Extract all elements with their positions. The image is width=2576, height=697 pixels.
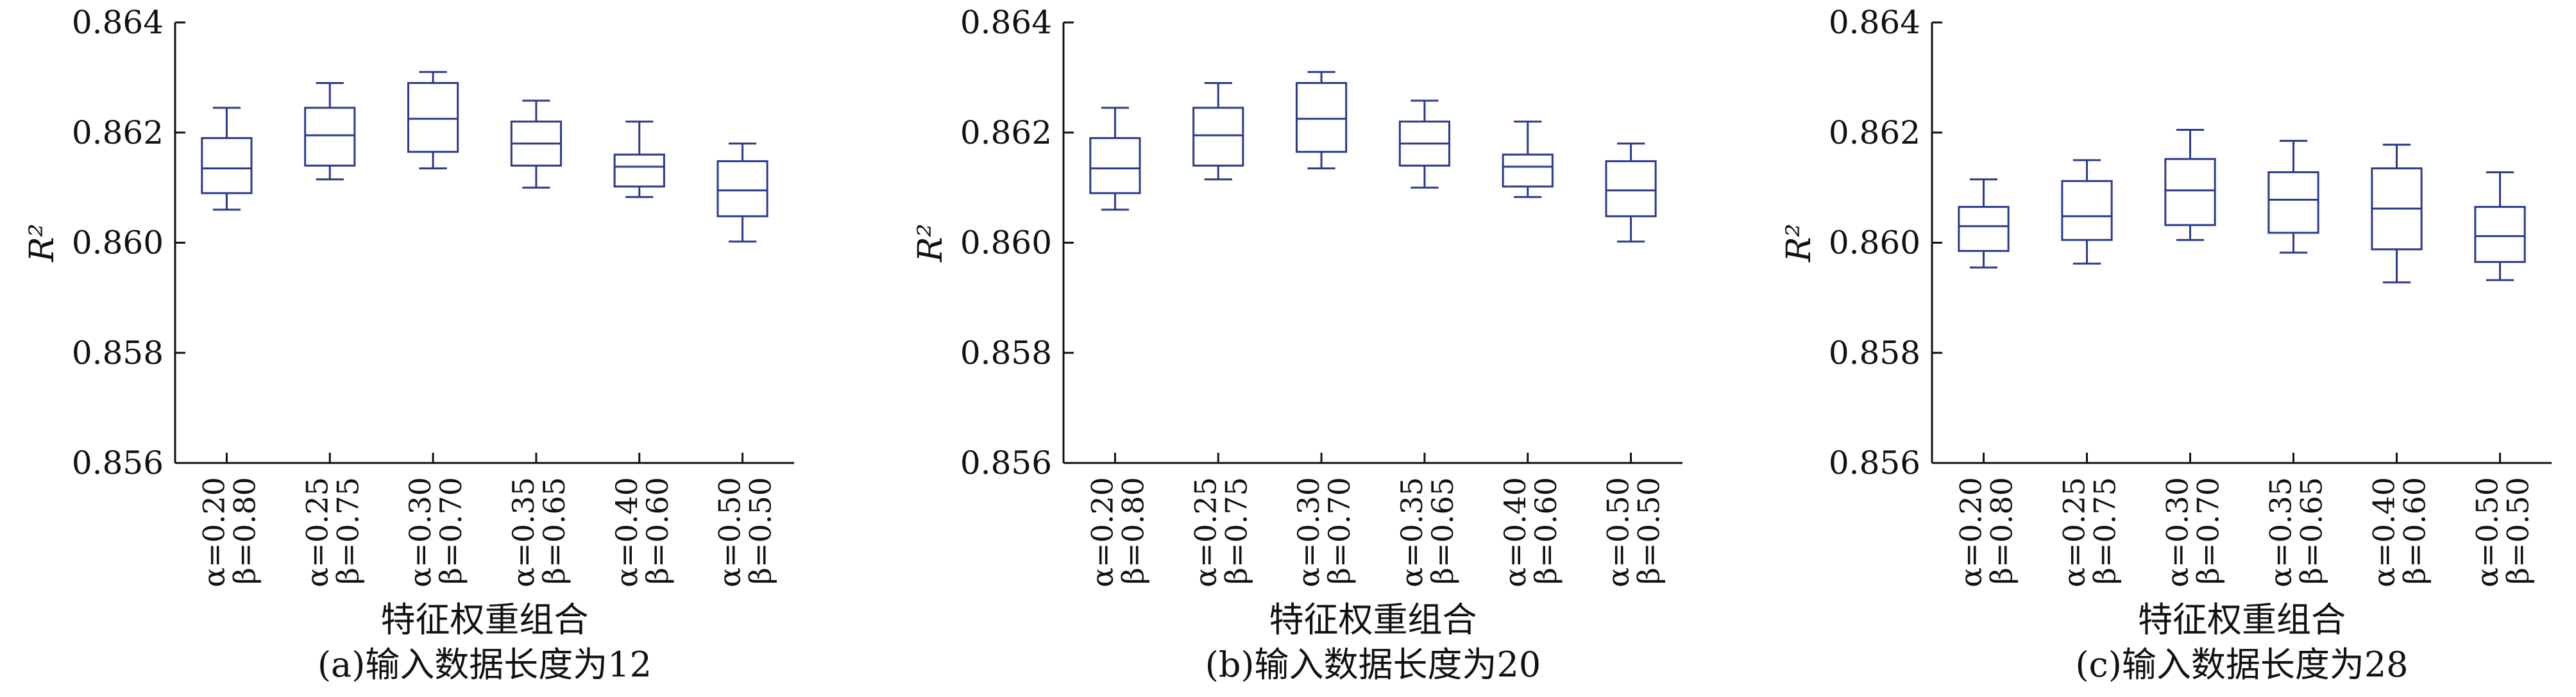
y-tick-label: 0.856	[72, 444, 164, 482]
category-label-beta: β=0.65	[1425, 477, 1460, 585]
box-iqr	[2267, 171, 2319, 234]
box-iqr	[1958, 206, 2010, 252]
category-label-beta: β=0.60	[2398, 477, 2432, 585]
category-label-beta: β=0.50	[2501, 477, 2536, 585]
category-label-beta: β=0.70	[1322, 477, 1357, 585]
box-iqr	[613, 153, 665, 188]
box-iqr	[407, 81, 459, 153]
box-iqr	[2164, 158, 2216, 226]
y-tick-label: 0.858	[960, 334, 1052, 371]
y-tick-label: 0.858	[72, 334, 164, 371]
category-label-beta: β=0.65	[2294, 477, 2329, 585]
chart-panel-1: 0.856 0.858 0.860 0.862 0.864 R² α=0.20β=0.80 α…	[23, 4, 794, 685]
category-label-alpha: α=0.25	[300, 477, 334, 587]
category-label-beta: β=0.80	[1115, 477, 1150, 585]
box-iqr	[1089, 137, 1141, 194]
y-tick-label: 0.856	[960, 444, 1052, 482]
category-label-beta: β=0.75	[1219, 477, 1253, 585]
category-label-beta: β=0.60	[640, 477, 675, 585]
category-label-alpha: α=0.40	[2367, 477, 2402, 587]
y-tick-label: 0.862	[72, 114, 164, 151]
y-tick-label: 0.858	[1829, 334, 1920, 371]
box-iqr	[1605, 160, 1657, 217]
box-iqr	[2474, 206, 2526, 264]
category-label-alpha: α=0.50	[713, 477, 747, 587]
panel-caption: (c)输入数据长度为28	[2075, 644, 2408, 685]
category-label-alpha: α=0.35	[506, 477, 541, 587]
y-axis-title: R²	[911, 224, 950, 263]
category-label-alpha: α=0.35	[1394, 477, 1429, 587]
box-iqr	[716, 160, 768, 217]
category-label-alpha: α=0.40	[1498, 477, 1532, 587]
box-iqr	[1295, 81, 1348, 153]
y-tick-label: 0.856	[1829, 444, 1920, 482]
category-label-alpha: α=0.50	[2470, 477, 2505, 587]
category-label-beta: β=0.75	[330, 477, 365, 585]
box-iqr	[201, 137, 253, 194]
y-tick-label: 0.864	[72, 4, 164, 41]
category-label-alpha: α=0.20	[1085, 477, 1119, 587]
panel-caption: (a)输入数据长度为12	[318, 644, 652, 685]
category-label-alpha: α=0.20	[1954, 477, 1988, 587]
category-label-beta: β=0.60	[1529, 477, 1563, 585]
category-label-alpha: α=0.30	[403, 477, 437, 587]
x-axis-title: 特征权重组合	[1269, 600, 1477, 640]
category-label-beta: β=0.75	[2088, 477, 2123, 585]
category-label-alpha: α=0.20	[196, 477, 231, 587]
category-label-beta: β=0.80	[227, 477, 262, 585]
box-iqr	[304, 106, 356, 167]
panel-caption: (b)输入数据长度为20	[1205, 644, 1541, 685]
category-label-beta: β=0.65	[537, 477, 572, 585]
category-label-beta: β=0.50	[1632, 477, 1666, 585]
category-label-beta: β=0.70	[2191, 477, 2226, 585]
chart-panel-2: 0.856 0.858 0.860 0.862 0.864 R² α=0.20β=0.80 α…	[911, 4, 1682, 685]
category-label-alpha: α=0.25	[1188, 477, 1223, 587]
box-iqr	[1502, 153, 1554, 188]
category-label-alpha: α=0.30	[1291, 477, 1326, 587]
y-tick-label: 0.860	[1829, 224, 1920, 262]
y-axis-title: R²	[1780, 224, 1818, 263]
y-tick-label: 0.864	[1829, 4, 1920, 41]
category-label-alpha: α=0.30	[2160, 477, 2195, 587]
y-tick-label: 0.862	[1829, 114, 1920, 151]
x-axis-title: 特征权重组合	[2138, 600, 2346, 640]
category-label-alpha: α=0.25	[2057, 477, 2092, 587]
category-label-beta: β=0.80	[1985, 477, 2019, 585]
chart-panel-3: 0.856 0.858 0.860 0.862 0.864 R² α=0.20β=0.80 α…	[1780, 4, 2552, 685]
box-iqr	[1192, 106, 1244, 167]
y-tick-label: 0.860	[960, 224, 1052, 262]
category-label-alpha: α=0.35	[2264, 477, 2298, 587]
y-axis-title: R²	[23, 224, 62, 263]
category-label-alpha: α=0.50	[1601, 477, 1636, 587]
y-tick-label: 0.860	[72, 224, 164, 262]
y-tick-label: 0.862	[960, 114, 1052, 151]
box-iqr	[2061, 180, 2113, 241]
category-label-beta: β=0.70	[434, 477, 468, 585]
y-tick-label: 0.864	[960, 4, 1052, 41]
x-axis-title: 特征权重组合	[381, 600, 589, 640]
category-label-alpha: α=0.40	[609, 477, 644, 587]
category-label-beta: β=0.50	[743, 477, 778, 585]
